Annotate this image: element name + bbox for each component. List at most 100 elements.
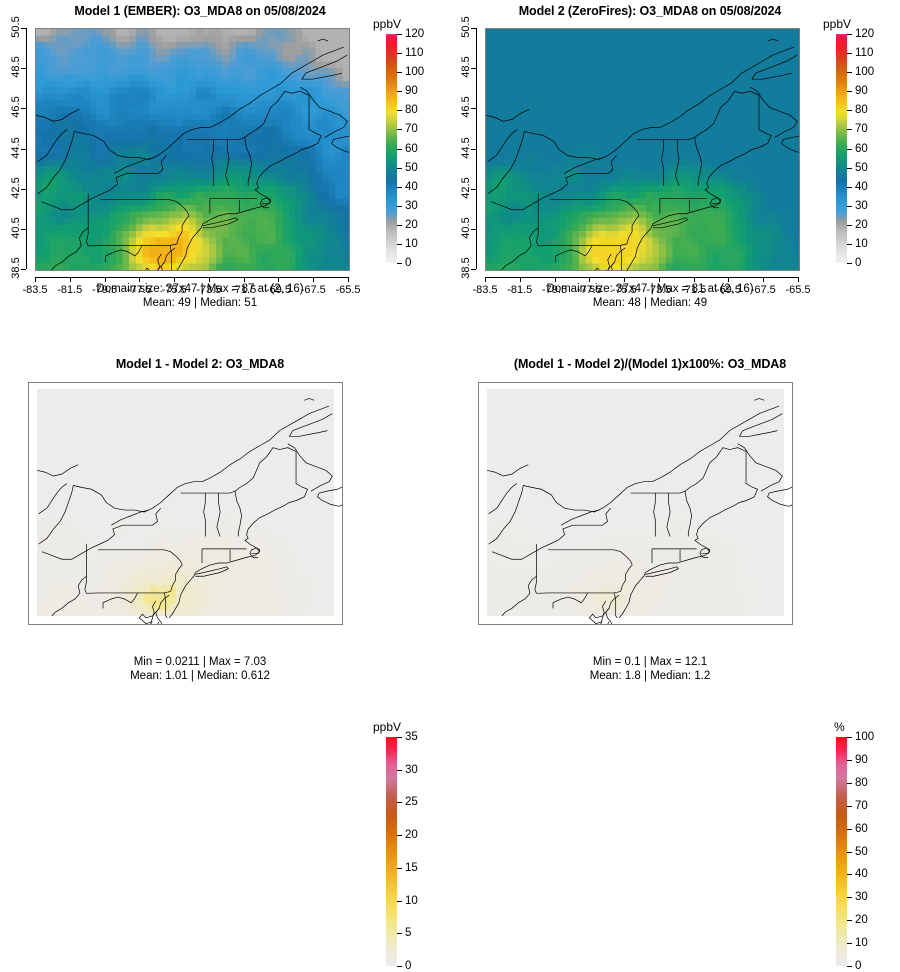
colorbar-tick-label: 10 [405,894,418,907]
panel-model2-map: Model 2 (ZeroFires): O3_MDA8 on 05/08/20… [450,0,900,353]
panel-title: Model 1 - Model 2: O3_MDA8 [115,357,285,371]
coastline-path [259,197,272,209]
x-axis-tick-label: -79.5 [542,284,568,296]
colorbar-tick-label: 0 [855,257,862,269]
colorbar-tick-label: 10 [855,937,868,950]
colorbar-tick [847,782,852,784]
coastline-path [114,157,155,174]
x-axis-tick [798,277,799,282]
colorbar-tick-label: 120 [855,28,875,40]
x-axis-tick [35,277,36,282]
y-axis-tick-label: 46.5 [460,96,472,119]
colorbar-tick [397,867,402,869]
stats-line-1: Min = 0.0211 | Max = 7.03 [133,656,267,668]
x-axis-tick-label: -69.5 [265,284,291,296]
coastline-path [201,405,330,483]
coastline-path [203,493,206,537]
x-axis-line [35,277,348,278]
x-axis-tick [485,277,486,282]
x-axis-tick [589,277,591,282]
y-axis-tick [21,188,26,190]
panel-absolute-difference-map: Model 1 - Model 2: O3_MDA8 Min = 0.0211 … [0,353,450,972]
stats-line-1: Domain size: 37x47 | Max = 81 at (2, 16) [546,283,754,295]
colorbar-tick-label: 60 [855,142,868,155]
coastline-path [225,139,230,186]
coastline-path [675,139,680,186]
y-axis-tick [471,188,476,190]
x-axis-tick [519,277,521,282]
y-axis-tick [21,28,26,29]
x-axis-tick-label: -71.5 [231,284,257,296]
coastline-path [145,261,165,270]
coastline-path [317,38,329,42]
y-axis-tick-label: 50.5 [10,16,22,38]
x-axis-tick [554,277,556,282]
coastline-path [486,464,529,477]
map-plot-area [28,382,343,625]
colorbar-tick [397,263,402,264]
colorbar-tick-label: 50 [855,845,868,858]
x-axis-tick [348,277,349,282]
coastline-path [754,398,765,401]
y-axis-tick [471,269,476,270]
coastline-path [666,493,671,537]
coastline-path [487,127,660,194]
panel-title: (Model 1 - Model 2)/(Model 1)x100%: O3_M… [513,357,787,371]
colorbar-tick [847,91,852,93]
coastline-path [694,137,702,186]
panel-title: Model 1 (EMBER): O3_MDA8 on 05/08/2024 [74,4,326,18]
y-axis-tick [21,148,26,150]
coastline-path [491,507,612,560]
panel-stats: Min = 0.1 | Max = 12.1 Mean: 1.8 | Media… [450,656,850,683]
coastline-path [536,591,621,594]
colorbar-tick-label: 15 [405,861,418,874]
x-axis-tick-label: -77.5 [576,284,602,296]
coastline-path [170,564,183,592]
coastline-path [501,227,539,270]
colorbar-tick [847,966,852,967]
coastline-path [317,486,342,507]
colorbar-tick-label: 100 [855,66,875,79]
colorbar-gradient [386,737,397,966]
colorbar-tick [847,34,852,35]
coastline-path [501,575,537,617]
coastline-path [619,245,623,270]
coastline-path [637,90,772,140]
coastline-path [610,247,626,270]
colorbar-tick-label: 20 [855,914,868,927]
coastline-path [51,575,87,617]
stats-line-2: Mean: 1.8 | Median: 1.2 [589,669,711,682]
y-axis-tick-label: 42.5 [10,176,22,199]
coastline-path [652,217,689,229]
colorbar-tick-label: 10 [855,237,868,250]
coastline-path [164,592,168,619]
coastline-path [750,86,798,138]
map-plot-area [478,382,793,625]
coastline-path [548,549,633,566]
colorbar-tick-label: 0 [405,960,412,972]
coastline-path [564,157,605,174]
x-axis-line [485,277,798,278]
colorbar-tick-label: 50 [855,161,868,174]
coastline-path [51,227,89,270]
panel-stats: Domain size: 37x47 | Max = 87 at (2, 16)… [0,283,400,310]
colorbar-unit-label: ppbV [373,720,402,734]
colorbar-tick [397,900,402,902]
coastline-path [301,54,348,80]
coastline-path [211,139,214,186]
colorbar-tick-label: 110 [855,47,874,60]
colorbar-tick [397,243,402,245]
colorbar-tick [847,897,852,899]
colorbar-tick [847,129,852,131]
stats-line-1: Min = 0.1 | Max = 12.1 [592,656,708,668]
y-axis-tick [21,108,26,110]
x-axis-tick-label: -81.5 [507,284,533,296]
y-axis-tick [21,228,26,230]
coastline-path [287,443,333,492]
coastline-path [36,464,79,477]
coastline-path [645,566,679,577]
colorbar-tick [847,851,852,853]
coastline-path [249,547,261,558]
coastline-path [737,443,783,492]
coastline-path [36,109,80,122]
